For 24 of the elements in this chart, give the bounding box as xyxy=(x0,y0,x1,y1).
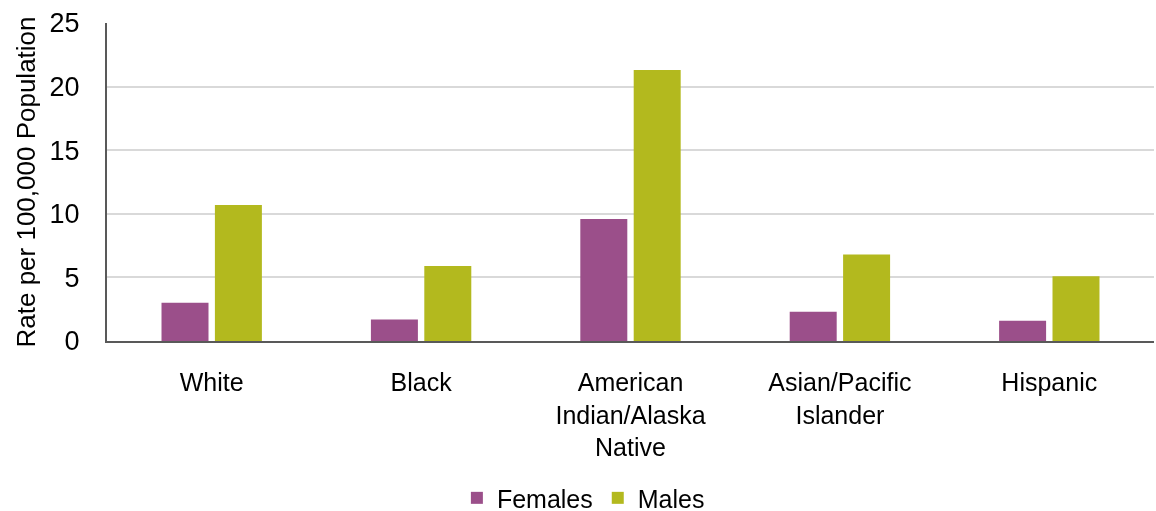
x-tick-label: American Indian/Alaska Native xyxy=(555,368,706,461)
x-tick-label: Black xyxy=(390,368,453,396)
bar xyxy=(580,218,628,341)
legend-label: Males xyxy=(637,484,705,511)
y-tick-label: 5 xyxy=(64,262,80,293)
bar xyxy=(161,302,209,341)
y-tick-label: 10 xyxy=(49,199,80,230)
bar xyxy=(1052,276,1100,341)
y-tick-label: 25 xyxy=(49,8,80,39)
bar xyxy=(370,319,418,341)
legend-label: Females xyxy=(496,484,593,511)
bar xyxy=(843,254,891,341)
x-tick-label: White xyxy=(179,368,244,396)
y-tick-label: 20 xyxy=(49,72,80,103)
y-tick-label: 15 xyxy=(49,135,80,166)
bar xyxy=(633,70,681,341)
bar xyxy=(424,265,472,341)
bar xyxy=(214,204,262,341)
y-tick-label: 0 xyxy=(64,326,80,357)
x-tick-label: Hispanic xyxy=(1001,368,1098,396)
bar xyxy=(999,320,1047,341)
y-axis-title: Rate per 100,000 Population xyxy=(11,16,42,348)
x-tick-label: Asian/Pacific Islander xyxy=(768,368,912,429)
bar xyxy=(789,311,837,341)
